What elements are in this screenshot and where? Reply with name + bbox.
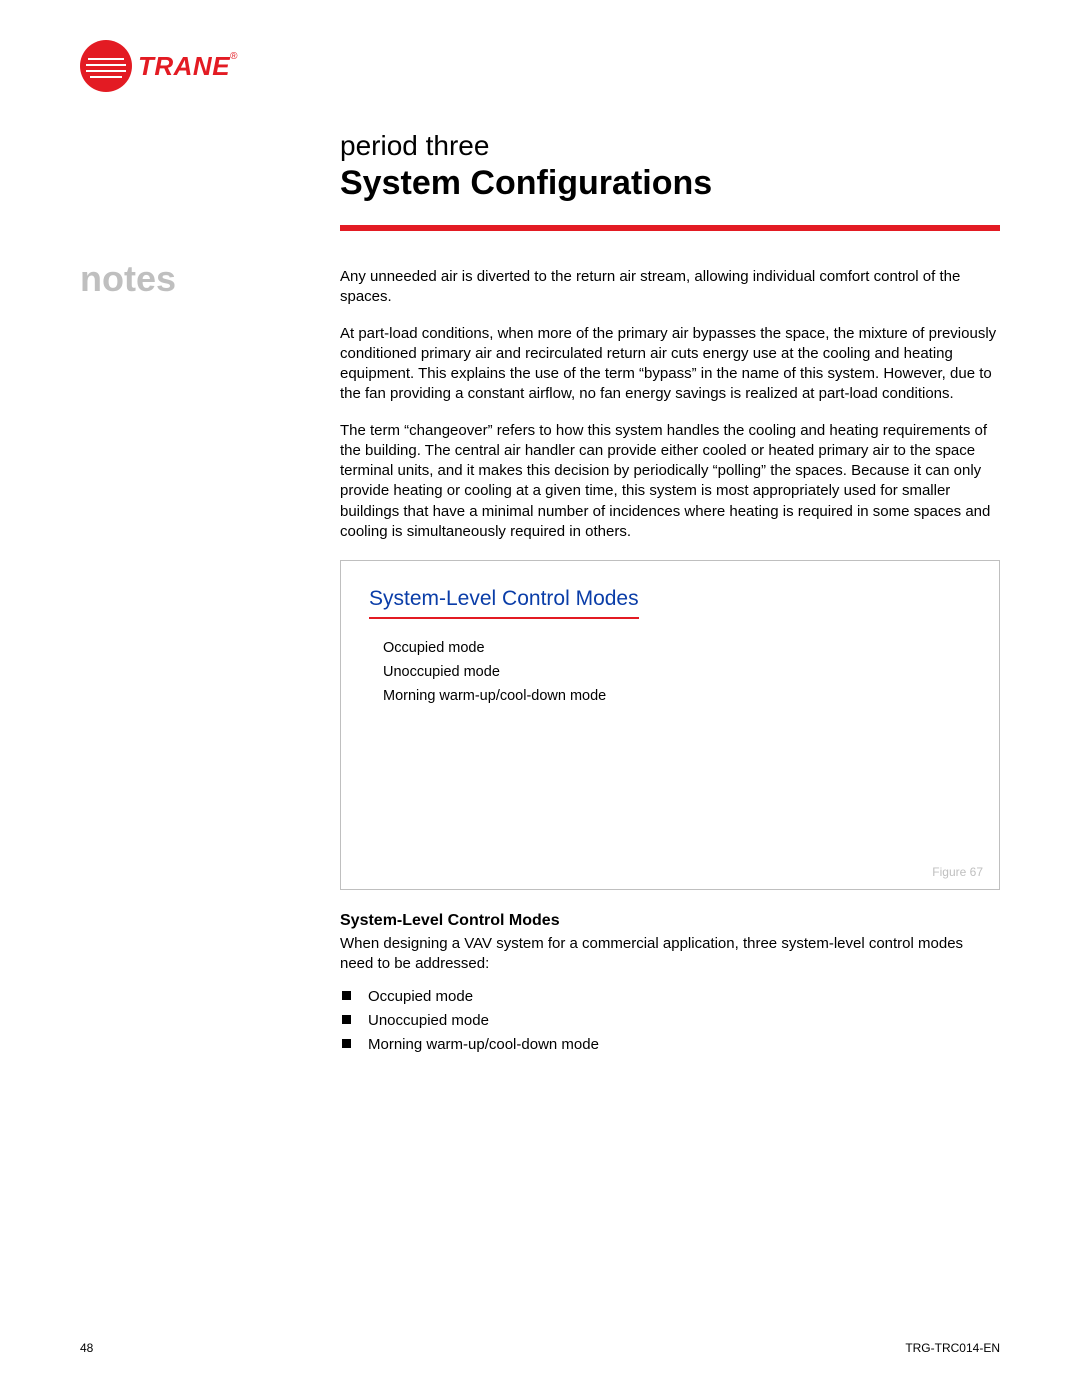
- figure-title: System-Level Control Modes: [369, 587, 639, 619]
- bullet-item: Occupied mode: [342, 985, 1000, 1009]
- brand-text: TRANE®: [138, 51, 237, 82]
- paragraph-3: The term “changeover” refers to how this…: [340, 421, 1000, 543]
- figure-item: Unoccupied mode: [383, 661, 971, 685]
- figure-item: Morning warm-up/cool-down mode: [383, 685, 971, 709]
- title-rule: [340, 225, 1000, 231]
- bullet-item: Morning warm-up/cool-down mode: [342, 1033, 1000, 1057]
- page-title: System Configurations: [340, 164, 1000, 203]
- document-id: TRG-TRC014-EN: [905, 1341, 1000, 1355]
- logo-globe-icon: [80, 40, 132, 92]
- bullet-item: Unoccupied mode: [342, 1009, 1000, 1033]
- registered-mark: ®: [230, 51, 237, 62]
- paragraph-2: At part-load conditions, when more of th…: [340, 324, 1000, 405]
- figure-panel: System-Level Control Modes Occupied mode…: [340, 560, 1000, 890]
- section-heading: System-Level Control Modes: [340, 912, 1000, 930]
- page-footer: 48 TRG-TRC014-EN: [80, 1341, 1000, 1355]
- page: TRANE® period three System Configuration…: [0, 0, 1080, 1397]
- paragraph-1: Any unneeded air is diverted to the retu…: [340, 267, 1000, 308]
- notes-sidebar-label: notes: [80, 258, 176, 300]
- section-supertitle: period three: [340, 130, 1000, 162]
- page-header: period three System Configurations: [340, 130, 1000, 231]
- brand-logo: TRANE®: [80, 40, 237, 92]
- page-number: 48: [80, 1341, 93, 1355]
- brand-name: TRANE: [138, 51, 230, 81]
- figure-list: Occupied mode Unoccupied mode Morning wa…: [383, 637, 971, 709]
- figure-caption: Figure 67: [932, 865, 983, 879]
- figure-item: Occupied mode: [383, 637, 971, 661]
- main-content: Any unneeded air is diverted to the retu…: [340, 267, 1000, 1057]
- bullet-list: Occupied mode Unoccupied mode Morning wa…: [342, 985, 1000, 1057]
- section-intro: When designing a VAV system for a commer…: [340, 934, 1000, 975]
